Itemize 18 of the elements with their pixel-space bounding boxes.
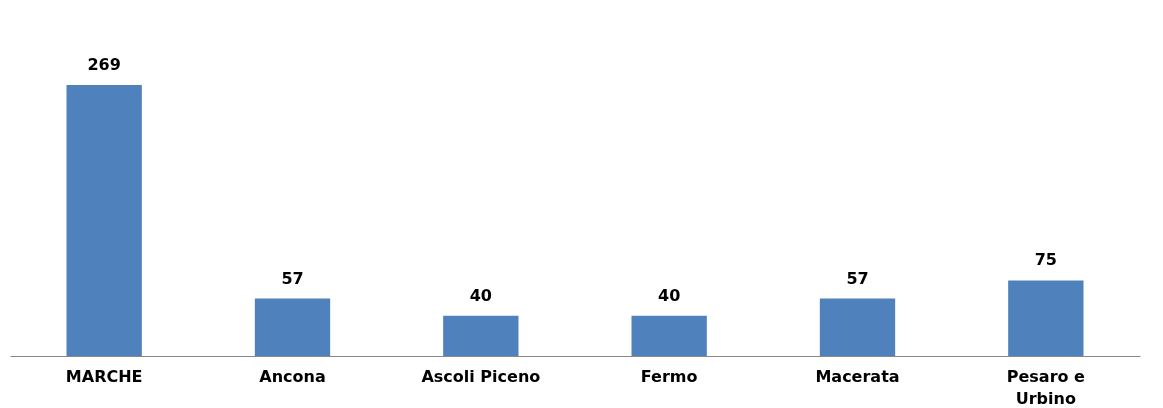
bar [254, 298, 331, 356]
bar [1008, 280, 1084, 356]
x-tick-label: Pesaro e Urbino [1006, 366, 1086, 408]
bar [443, 315, 519, 356]
bar [66, 85, 142, 356]
data-label: 75 [1034, 250, 1057, 270]
data-label: 57 [281, 268, 304, 288]
x-tick-label: MARCHE [65, 366, 143, 386]
bar [819, 298, 896, 356]
x-tick-label: Fermo [640, 366, 698, 386]
data-label: 40 [658, 285, 681, 305]
data-label: 57 [846, 268, 869, 288]
data-label: 40 [469, 285, 492, 305]
x-tick-label: Macerata [815, 366, 900, 386]
bar [631, 315, 707, 356]
x-tick-label: Ancona [259, 366, 326, 386]
x-tick-label: Ascoli Piceno [421, 366, 541, 386]
data-label: 269 [87, 55, 121, 74]
